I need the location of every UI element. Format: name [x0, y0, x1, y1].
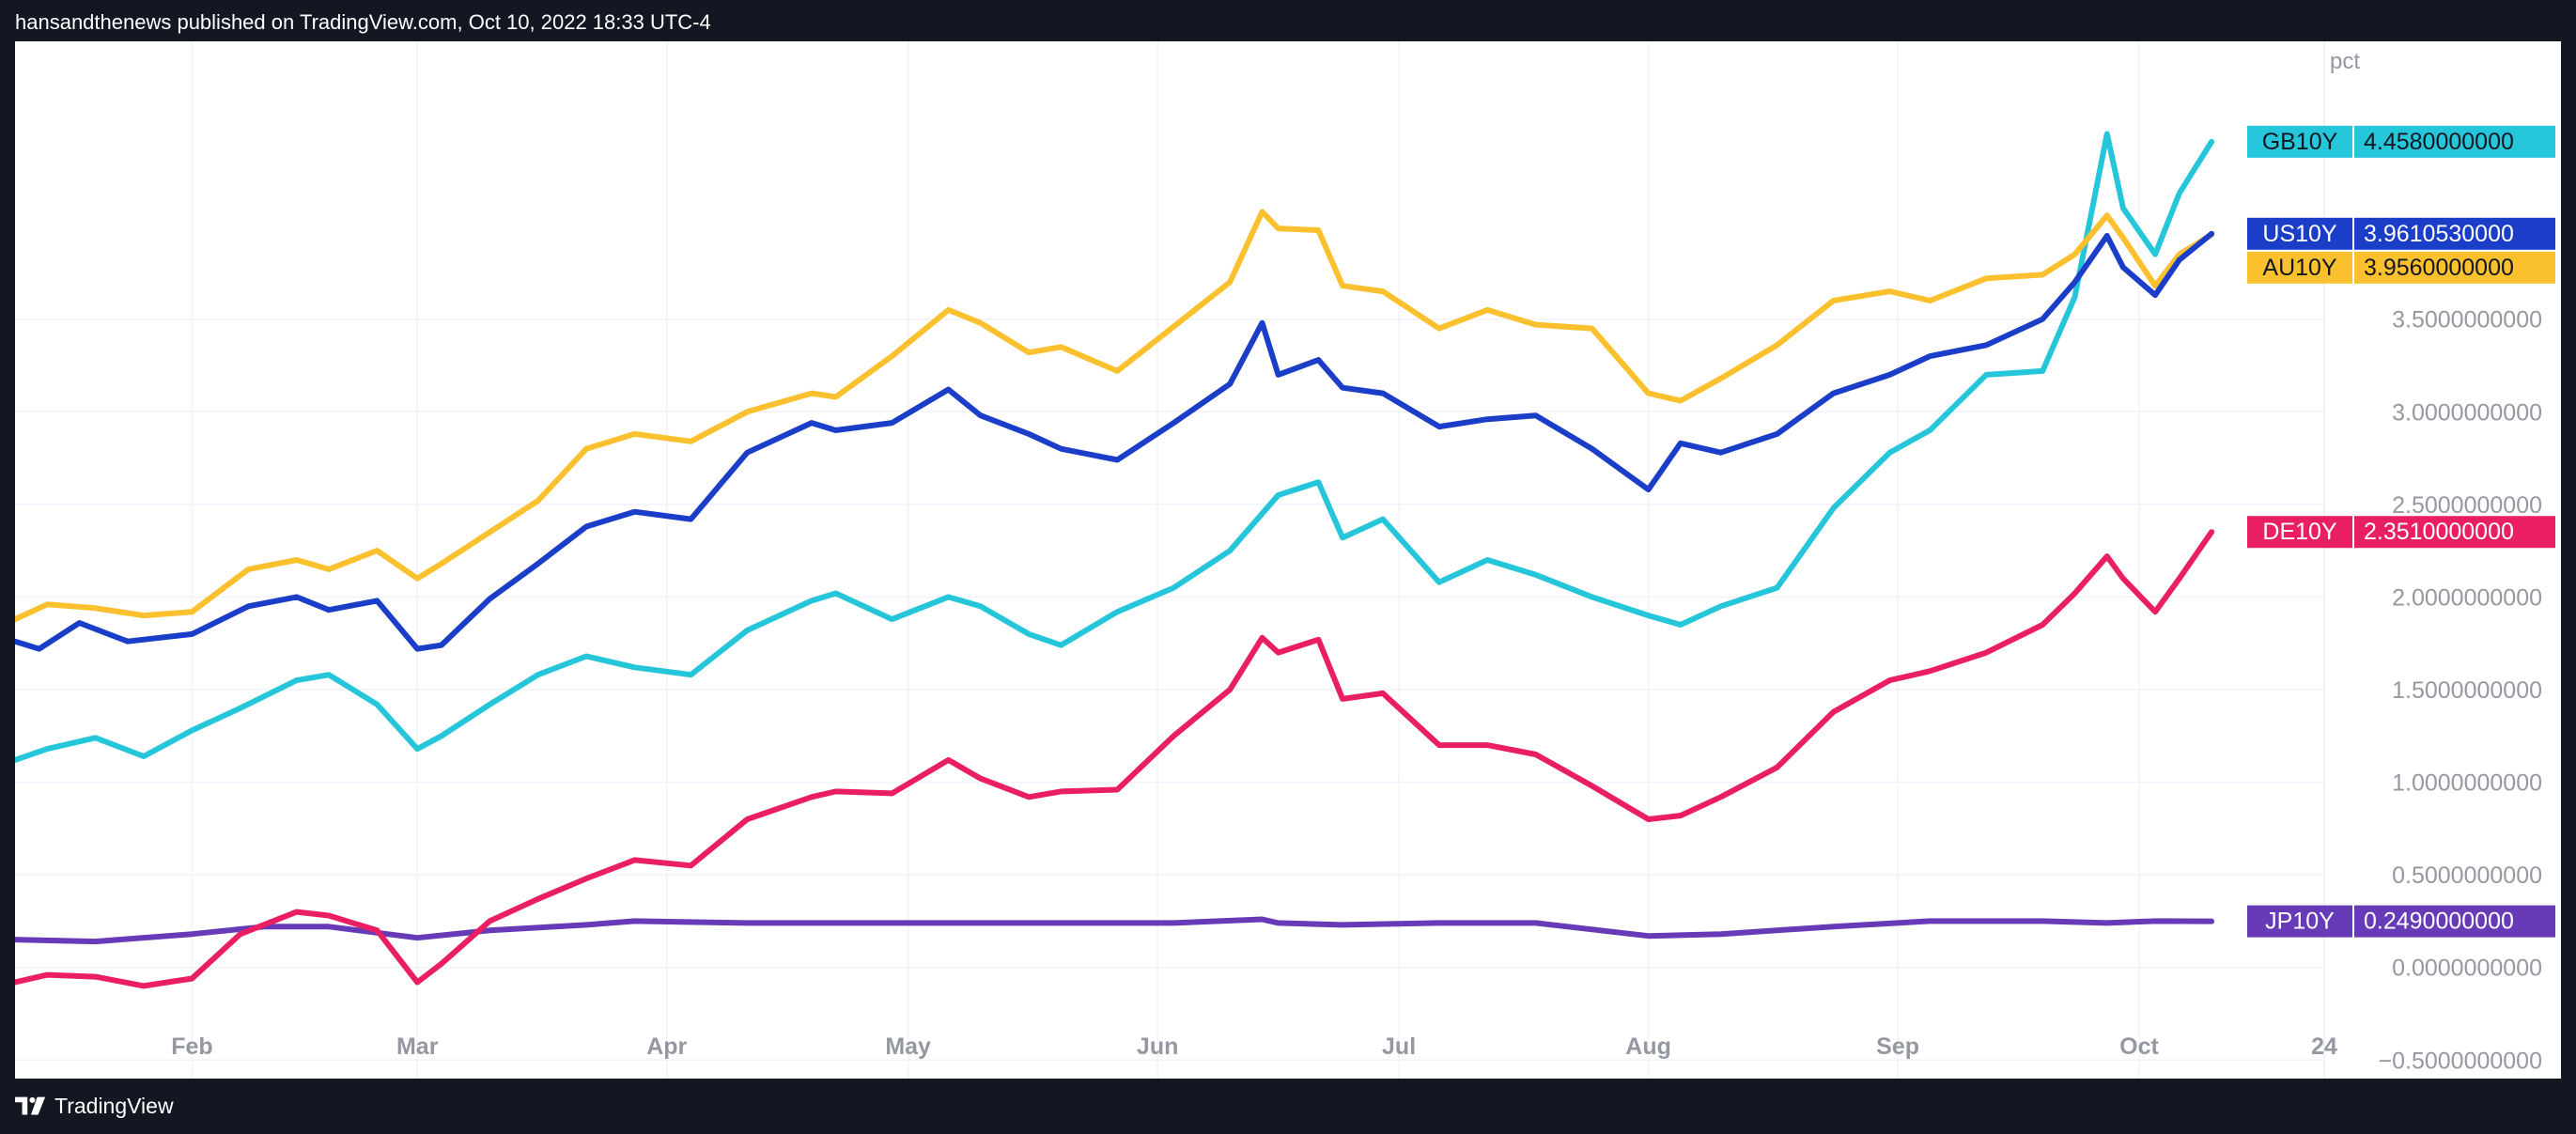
- x-tick-label: Oct: [2119, 1033, 2159, 1060]
- badge-name-bg: [2247, 217, 2352, 250]
- badge-series-name: DE10Y: [2262, 519, 2337, 545]
- x-tick-label: Jul: [1382, 1033, 1416, 1060]
- badge-series-name: GB10Y: [2262, 129, 2338, 155]
- publish-header: hansandthenews published on TradingView.…: [0, 0, 2576, 41]
- badge-name-bg: [2247, 516, 2352, 549]
- y-tick-label: 0.0000000000: [2392, 955, 2542, 982]
- x-tick-label: Apr: [646, 1033, 687, 1060]
- series-line-jp10y[interactable]: [15, 916, 2215, 945]
- line-chart[interactable]: pct 3.5000000000 3.0000000000 2.5000000000…: [15, 41, 2561, 1079]
- badge-last-value: 2.3510000000: [2364, 519, 2514, 545]
- series-line-de10y[interactable]: [15, 529, 2215, 989]
- badge-last-value: 0.2490000000: [2364, 909, 2514, 935]
- y-tick-label: 3.5000000000: [2392, 307, 2542, 334]
- badge-value-bg: [2354, 905, 2555, 938]
- badge-value-bg: [2354, 125, 2555, 158]
- badge-jp10y: JP10Y 0.2490000000: [2247, 905, 2555, 938]
- y-tick-label: 0.5000000000: [2392, 862, 2542, 889]
- y-tick-label: 2.0000000000: [2392, 584, 2542, 611]
- x-tick-label: Mar: [396, 1033, 439, 1060]
- x-tick-label: Aug: [1625, 1033, 1671, 1060]
- badge-series-name: JP10Y: [2265, 909, 2335, 935]
- x-tick-label: Feb: [171, 1033, 212, 1060]
- x-tick-label: Sep: [1876, 1033, 1919, 1060]
- last-value-badges: GB10Y 4.4580000000 US10Y 3.9610530000 AU10Y 3…: [2247, 125, 2555, 938]
- y-tick-label: 1.0000000000: [2392, 770, 2542, 797]
- series-line-gb10y[interactable]: [15, 131, 2215, 763]
- badge-last-value: 4.4580000000: [2364, 129, 2514, 155]
- chart-area[interactable]: pct 3.5000000000 3.0000000000 2.5000000000…: [15, 41, 2561, 1079]
- y-axis-unit-label: pct: [2330, 49, 2360, 74]
- x-tick-label: 24: [2311, 1033, 2337, 1060]
- badge-value-bg: [2354, 251, 2555, 284]
- badge-name-bg: [2247, 125, 2352, 158]
- y-tick-label: 1.5000000000: [2392, 677, 2542, 704]
- badge-gb10y: GB10Y 4.4580000000: [2247, 125, 2555, 158]
- footer-bar: TradingView: [0, 1079, 2576, 1134]
- badge-series-name: AU10Y: [2262, 255, 2337, 281]
- badge-de10y: DE10Y 2.3510000000: [2247, 516, 2555, 549]
- x-tick-label: Jun: [1137, 1033, 1178, 1060]
- series-line-us10y[interactable]: [15, 230, 2215, 652]
- badge-us10y: US10Y 3.9610530000: [2247, 217, 2555, 250]
- badge-last-value: 3.9560000000: [2364, 255, 2514, 281]
- tradingview-logo-icon: [15, 1096, 46, 1114]
- badge-last-value: 3.9610530000: [2364, 221, 2514, 247]
- series-lines: [15, 131, 2215, 989]
- grid-lines: [15, 41, 2325, 1079]
- y-tick-label: 2.5000000000: [2392, 492, 2542, 519]
- footer-brand: TradingView: [54, 1094, 174, 1118]
- y-tick-label: 3.0000000000: [2392, 399, 2542, 426]
- badge-series-name: US10Y: [2262, 221, 2337, 247]
- x-tick-label: May: [885, 1033, 931, 1060]
- badge-name-bg: [2247, 905, 2352, 938]
- badge-name-bg: [2247, 251, 2352, 284]
- badge-au10y: AU10Y 3.9560000000: [2247, 251, 2555, 284]
- badge-value-bg: [2354, 217, 2555, 250]
- axes: pct 3.5000000000 3.0000000000 2.5000000000…: [171, 49, 2542, 1074]
- published-info: hansandthenews published on TradingView.…: [15, 10, 711, 34]
- badge-value-bg: [2354, 516, 2555, 549]
- y-tick-label: −0.5000000000: [2379, 1048, 2543, 1074]
- series-line-au10y[interactable]: [15, 209, 2215, 623]
